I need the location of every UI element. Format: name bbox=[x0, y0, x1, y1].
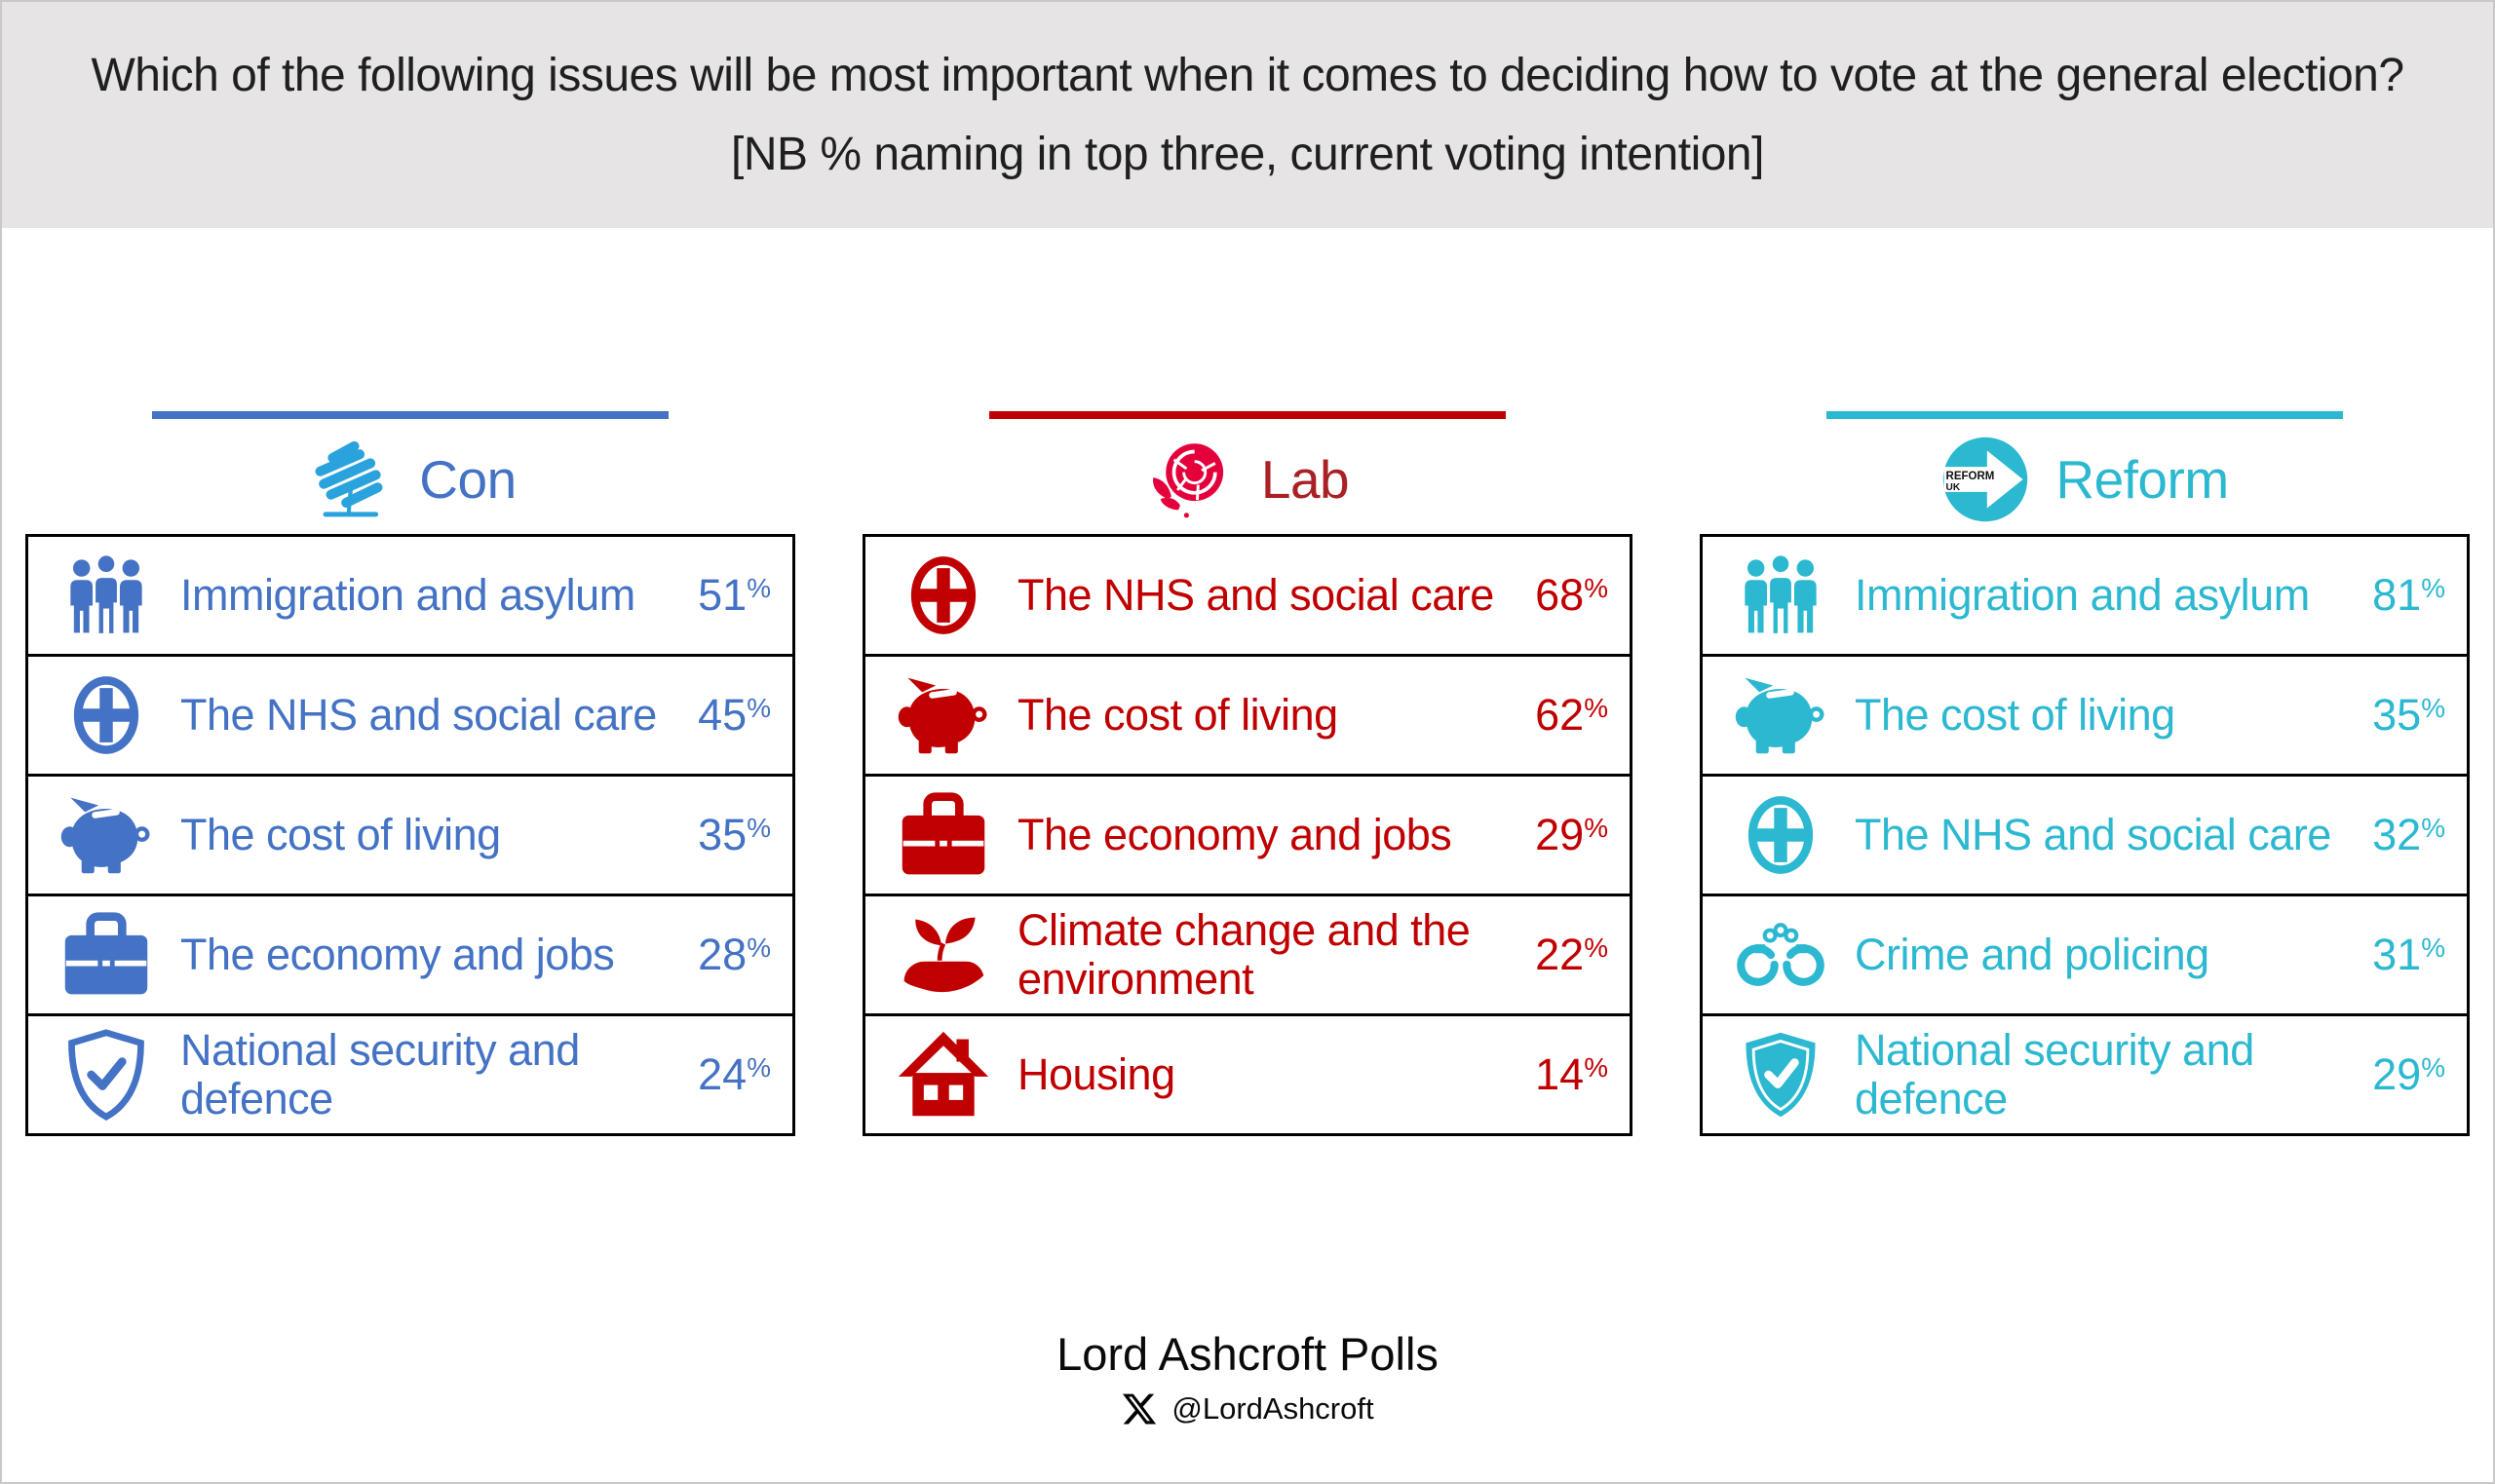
table-row: National security and defence 24% bbox=[28, 1013, 792, 1133]
table-row: The NHS and social care 68% bbox=[865, 537, 1630, 654]
issue-label: National security and defence bbox=[1855, 1024, 2254, 1123]
question-subtitle: [NB % naming in top three, current votin… bbox=[731, 129, 1764, 180]
table-row: The economy and jobs 28% bbox=[28, 894, 792, 1013]
question-banner: Which of the following issues will be mo… bbox=[2, 2, 2493, 228]
issue-label: The NHS and social care bbox=[180, 689, 657, 740]
con-header-rule bbox=[152, 411, 669, 419]
column-lab: Lab The NHS and social care 68% The cost… bbox=[863, 411, 1632, 1136]
table-row: Immigration and asylum 51% bbox=[28, 537, 792, 654]
table-row: The economy and jobs 29% bbox=[865, 774, 1630, 894]
medical-cross-icon bbox=[895, 549, 992, 642]
people-group-icon bbox=[1732, 549, 1829, 642]
issue-label: Housing bbox=[1017, 1048, 1175, 1099]
shield-check-icon bbox=[58, 1028, 155, 1122]
lab-header-rule bbox=[989, 411, 1506, 419]
lab-issue-table: The NHS and social care 68% The cost of … bbox=[863, 534, 1632, 1136]
labour-rose-logo-icon bbox=[1146, 435, 1236, 524]
issue-label: National security and defence bbox=[180, 1024, 580, 1123]
issue-label: The NHS and social care bbox=[1017, 569, 1494, 620]
con-issue-table: Immigration and asylum 51% The NHS and s… bbox=[25, 534, 795, 1136]
people-group-icon bbox=[58, 549, 155, 642]
table-row: Crime and policing 31% bbox=[1703, 894, 2467, 1013]
issue-value: 68% bbox=[1535, 570, 1608, 620]
issue-value: 22% bbox=[1535, 930, 1608, 979]
lab-party-name: Lab bbox=[1260, 449, 1350, 510]
piggy-bank-icon bbox=[58, 788, 155, 882]
reform-header: REFORM UK Reform bbox=[1700, 435, 2470, 524]
issue-value: 51% bbox=[698, 570, 771, 620]
footer: Lord Ashcroft Polls @LordAshcroft bbox=[2, 1327, 2493, 1427]
issue-value: 14% bbox=[1535, 1049, 1608, 1099]
social-handle-row: @LordAshcroft bbox=[1121, 1390, 1374, 1427]
conservative-tree-logo-icon bbox=[304, 435, 394, 524]
x-logo-icon bbox=[1123, 1393, 1157, 1425]
issue-label: Immigration and asylum bbox=[1855, 569, 2310, 620]
piggy-bank-icon bbox=[1732, 668, 1829, 762]
issue-value: 29% bbox=[1535, 810, 1608, 859]
reform-logo-text: REFORM bbox=[1946, 471, 1995, 482]
issue-label: The economy and jobs bbox=[1017, 809, 1452, 859]
medical-cross-icon bbox=[58, 668, 155, 762]
table-row: The NHS and social care 32% bbox=[1703, 774, 2467, 894]
table-row: Immigration and asylum 81% bbox=[1703, 537, 2467, 654]
briefcase-icon bbox=[58, 908, 155, 1002]
issue-label: Crime and policing bbox=[1855, 929, 2209, 979]
briefcase-icon bbox=[895, 788, 992, 882]
social-handle: @LordAshcroft bbox=[1171, 1391, 1374, 1426]
table-row: The cost of living 35% bbox=[28, 774, 792, 894]
table-row: The cost of living 62% bbox=[865, 654, 1630, 774]
table-row: Housing 14% bbox=[865, 1013, 1630, 1133]
issue-value: 45% bbox=[698, 690, 771, 740]
con-header: Con bbox=[25, 435, 795, 524]
issue-value: 35% bbox=[2372, 690, 2445, 740]
medical-cross-icon bbox=[1732, 788, 1829, 882]
issue-label: The economy and jobs bbox=[180, 929, 615, 979]
issue-value: 28% bbox=[698, 930, 771, 979]
table-row: The NHS and social care 45% bbox=[28, 654, 792, 774]
shield-check-icon bbox=[1732, 1028, 1829, 1122]
reform-logo-text-uk: UK bbox=[1946, 482, 1961, 493]
issue-value: 81% bbox=[2372, 570, 2445, 620]
table-row: The cost of living 35% bbox=[1703, 654, 2467, 774]
issue-label: Immigration and asylum bbox=[180, 569, 635, 620]
issue-value: 32% bbox=[2372, 810, 2445, 859]
issue-label: The cost of living bbox=[1855, 689, 2175, 740]
hand-plant-icon bbox=[895, 908, 992, 1002]
lab-header: Lab bbox=[863, 435, 1632, 524]
column-reform: REFORM UK Reform Immigration and asylum … bbox=[1700, 411, 2470, 1136]
issue-label: Climate change and the environment bbox=[1017, 904, 1471, 1004]
issue-label: The NHS and social care bbox=[1855, 809, 2331, 859]
reform-uk-logo-icon: REFORM UK bbox=[1940, 435, 2030, 524]
handcuffs-icon bbox=[1732, 908, 1829, 1002]
issue-value: 29% bbox=[2372, 1049, 2445, 1099]
issue-value: 35% bbox=[698, 810, 771, 859]
issue-value: 24% bbox=[698, 1049, 771, 1099]
reform-header-rule bbox=[1826, 411, 2343, 419]
issue-value: 62% bbox=[1535, 690, 1608, 740]
table-row: Climate change and the environment 22% bbox=[865, 894, 1630, 1013]
source-attribution: Lord Ashcroft Polls bbox=[1056, 1328, 1439, 1380]
table-row: National security and defence 29% bbox=[1703, 1013, 2467, 1133]
issue-value: 31% bbox=[2372, 930, 2445, 979]
reform-party-name: Reform bbox=[2055, 449, 2229, 510]
party-columns: Con Immigration and asylum 51% The NHS a… bbox=[2, 228, 2493, 1136]
question-title: Which of the following issues will be mo… bbox=[91, 50, 2404, 101]
piggy-bank-icon bbox=[895, 668, 992, 762]
house-icon bbox=[895, 1028, 992, 1122]
issue-label: The cost of living bbox=[180, 809, 501, 859]
issue-label: The cost of living bbox=[1017, 689, 1338, 740]
column-con: Con Immigration and asylum 51% The NHS a… bbox=[25, 411, 795, 1136]
reform-issue-table: Immigration and asylum 81% The cost of l… bbox=[1700, 534, 2470, 1136]
con-party-name: Con bbox=[419, 449, 517, 510]
